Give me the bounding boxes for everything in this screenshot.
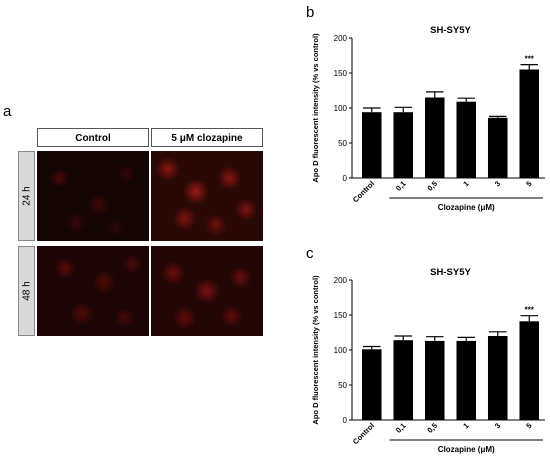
chart-title: SH-SY5Y xyxy=(430,267,471,278)
bar-Control xyxy=(361,112,382,178)
y-tick-label-0: 0 xyxy=(343,174,348,183)
y-axis-label: Apo D fluorescent intensity (% vs contro… xyxy=(311,275,320,425)
x-tick-label-Control: Control xyxy=(351,179,376,204)
x-tick-label-1: 1 xyxy=(461,179,470,188)
x-axis-label: Clozapine (μM) xyxy=(438,203,495,212)
y-tick-label-100: 100 xyxy=(334,346,348,355)
row-label-48h: 48 h xyxy=(18,246,35,336)
x-tick-label-1: 1 xyxy=(461,421,470,430)
y-tick-label-200: 200 xyxy=(334,34,348,43)
chart-c: SH-SY5Y 0 50 100 150 200 Apo D fluorescent int… xyxy=(311,267,545,454)
panel-b-letter: b xyxy=(306,4,315,21)
x-tick-label-3: 3 xyxy=(493,421,502,430)
micrograph-control-24h xyxy=(37,151,149,241)
bar-Control xyxy=(361,349,382,420)
x-axis-label: Clozapine (μM) xyxy=(438,445,495,454)
y-tick-label-50: 50 xyxy=(338,381,347,390)
x-tick-label-3: 3 xyxy=(493,179,502,188)
row-label-24h-text: 24 h xyxy=(21,186,32,206)
micrograph-clozapine-24h xyxy=(151,151,263,241)
y-tick-label-0: 0 xyxy=(343,416,348,425)
x-tick-label-5: 5 xyxy=(524,421,533,430)
significance-marker: *** xyxy=(525,55,535,64)
x-tick-label-0-5: 0,5 xyxy=(425,421,439,435)
row-label-24h: 24 h xyxy=(18,151,35,241)
row-label-48h-text: 48 h xyxy=(21,281,32,301)
micrograph-clozapine-48h xyxy=(151,246,263,336)
x-tick-label-0-5: 0,5 xyxy=(425,179,439,193)
y-tick-label-150: 150 xyxy=(334,311,348,320)
x-tick-label-Control: Control xyxy=(351,421,376,446)
bar-1 xyxy=(456,340,477,420)
y-tick-label-200: 200 xyxy=(334,276,348,285)
bar-1 xyxy=(456,101,477,178)
column-header-control: Control xyxy=(37,128,149,147)
x-tick-label-5: 5 xyxy=(524,179,533,188)
bar-3 xyxy=(487,336,508,420)
bar-0-5 xyxy=(424,340,445,420)
panel-a-letter: a xyxy=(3,103,12,120)
chart-b: SH-SY5Y 0 50 100 150 200 Apo D fluorescent int… xyxy=(311,25,545,212)
bar-0-1 xyxy=(393,112,414,178)
significance-marker: *** xyxy=(525,306,535,315)
bar-5 xyxy=(519,69,540,178)
y-axis-label: Apo D fluorescent intensity (% vs contro… xyxy=(311,33,320,183)
y-tick-label-150: 150 xyxy=(334,69,348,78)
x-tick-label-0-1: 0,1 xyxy=(394,179,408,193)
bar-0-5 xyxy=(424,97,445,178)
micrograph-control-48h xyxy=(37,246,149,336)
y-tick-label-100: 100 xyxy=(334,104,348,113)
chart-title: SH-SY5Y xyxy=(430,25,471,36)
bar-5 xyxy=(519,321,540,420)
y-tick-label-50: 50 xyxy=(338,139,347,148)
panel-c-letter: c xyxy=(306,245,314,262)
bar-3 xyxy=(487,117,508,178)
column-header-clozapine: 5 μM clozapine xyxy=(151,128,263,147)
bar-0-1 xyxy=(393,340,414,420)
x-tick-label-0-1: 0,1 xyxy=(394,421,408,435)
